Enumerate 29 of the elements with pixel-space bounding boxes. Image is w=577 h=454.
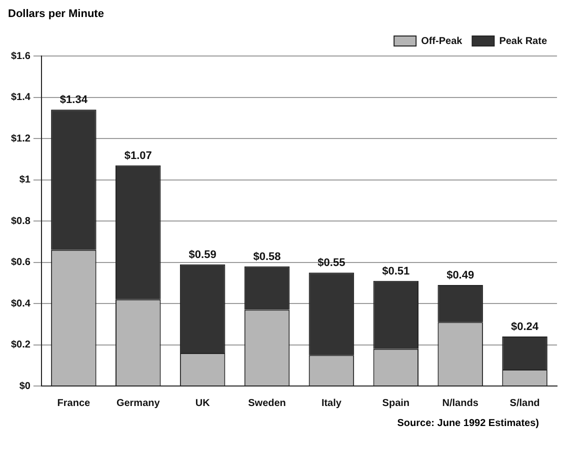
x-tick-label: N/lands [442,398,479,409]
y-tick-label: $1.2 [10,133,31,144]
y-tick-label: $0.8 [10,216,31,227]
source-note: Source: June 1992 Estimates) [396,418,540,429]
total-label: $1.07 [124,150,152,162]
y-tick-label: $0.4 [10,298,31,310]
total-label: $0.24 [511,321,540,334]
x-tick-label: Sweden [248,398,286,409]
x-tick-label: UK [195,398,211,409]
x-tick-label: Germany [116,398,160,409]
total-label: $0.55 [318,257,346,270]
legend-label: Peak Rate [499,36,548,47]
total-label: $1.34 [60,94,88,106]
x-tick-label: Italy [321,398,342,409]
x-tick-label: S/land [510,398,540,409]
x-tick-label: France [57,398,91,409]
y-tick-label: $1 [19,174,31,186]
y-axis-title: Dollars per Minute [8,8,105,22]
y-tick-label: $1.4 [10,92,31,103]
y-tick-label: $0.2 [10,340,31,350]
total-label: $0.59 [188,248,216,261]
y-tick-label: $0 [19,380,31,392]
total-label: $0.49 [446,269,474,282]
legend-label: Off-Peak [421,36,463,47]
x-tick-label: Spain [382,398,410,409]
total-label: $0.58 [253,250,281,263]
total-label: $0.51 [382,265,410,278]
y-tick-label: $1.6 [10,50,31,62]
y-tick-label: $0.6 [10,257,31,268]
